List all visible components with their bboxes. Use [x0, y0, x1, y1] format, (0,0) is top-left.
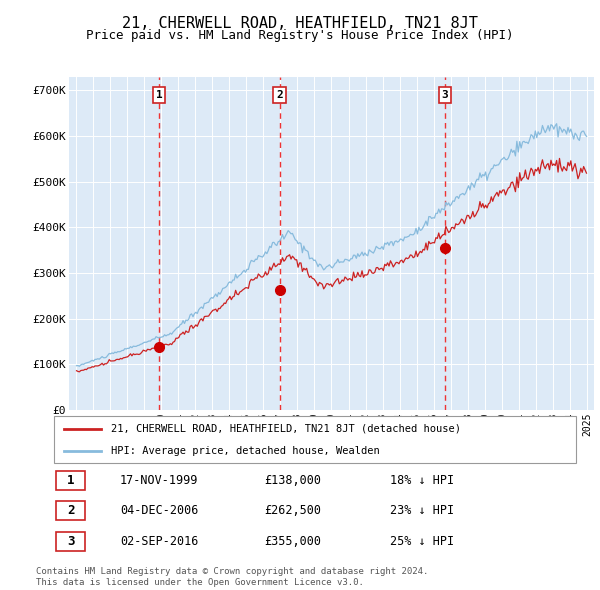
Text: 21, CHERWELL ROAD, HEATHFIELD, TN21 8JT (detached house): 21, CHERWELL ROAD, HEATHFIELD, TN21 8JT …	[112, 424, 461, 434]
FancyBboxPatch shape	[54, 416, 576, 463]
Text: 1: 1	[67, 474, 74, 487]
Text: 2: 2	[276, 90, 283, 100]
Text: £355,000: £355,000	[264, 535, 321, 548]
Text: £262,500: £262,500	[264, 504, 321, 517]
FancyBboxPatch shape	[56, 501, 85, 520]
Text: 3: 3	[442, 90, 449, 100]
Text: 23% ↓ HPI: 23% ↓ HPI	[390, 504, 454, 517]
Text: Contains HM Land Registry data © Crown copyright and database right 2024.
This d: Contains HM Land Registry data © Crown c…	[36, 568, 428, 586]
Text: £138,000: £138,000	[264, 474, 321, 487]
Text: 21, CHERWELL ROAD, HEATHFIELD, TN21 8JT: 21, CHERWELL ROAD, HEATHFIELD, TN21 8JT	[122, 16, 478, 31]
Text: 18% ↓ HPI: 18% ↓ HPI	[390, 474, 454, 487]
Text: 02-SEP-2016: 02-SEP-2016	[120, 535, 199, 548]
Text: 1: 1	[155, 90, 162, 100]
Text: 25% ↓ HPI: 25% ↓ HPI	[390, 535, 454, 548]
Text: 17-NOV-1999: 17-NOV-1999	[120, 474, 199, 487]
Text: Price paid vs. HM Land Registry's House Price Index (HPI): Price paid vs. HM Land Registry's House …	[86, 29, 514, 42]
Text: 2: 2	[67, 504, 74, 517]
Text: 3: 3	[67, 535, 74, 548]
Text: HPI: Average price, detached house, Wealden: HPI: Average price, detached house, Weal…	[112, 447, 380, 456]
FancyBboxPatch shape	[56, 471, 85, 490]
Text: 04-DEC-2006: 04-DEC-2006	[120, 504, 199, 517]
FancyBboxPatch shape	[56, 532, 85, 551]
